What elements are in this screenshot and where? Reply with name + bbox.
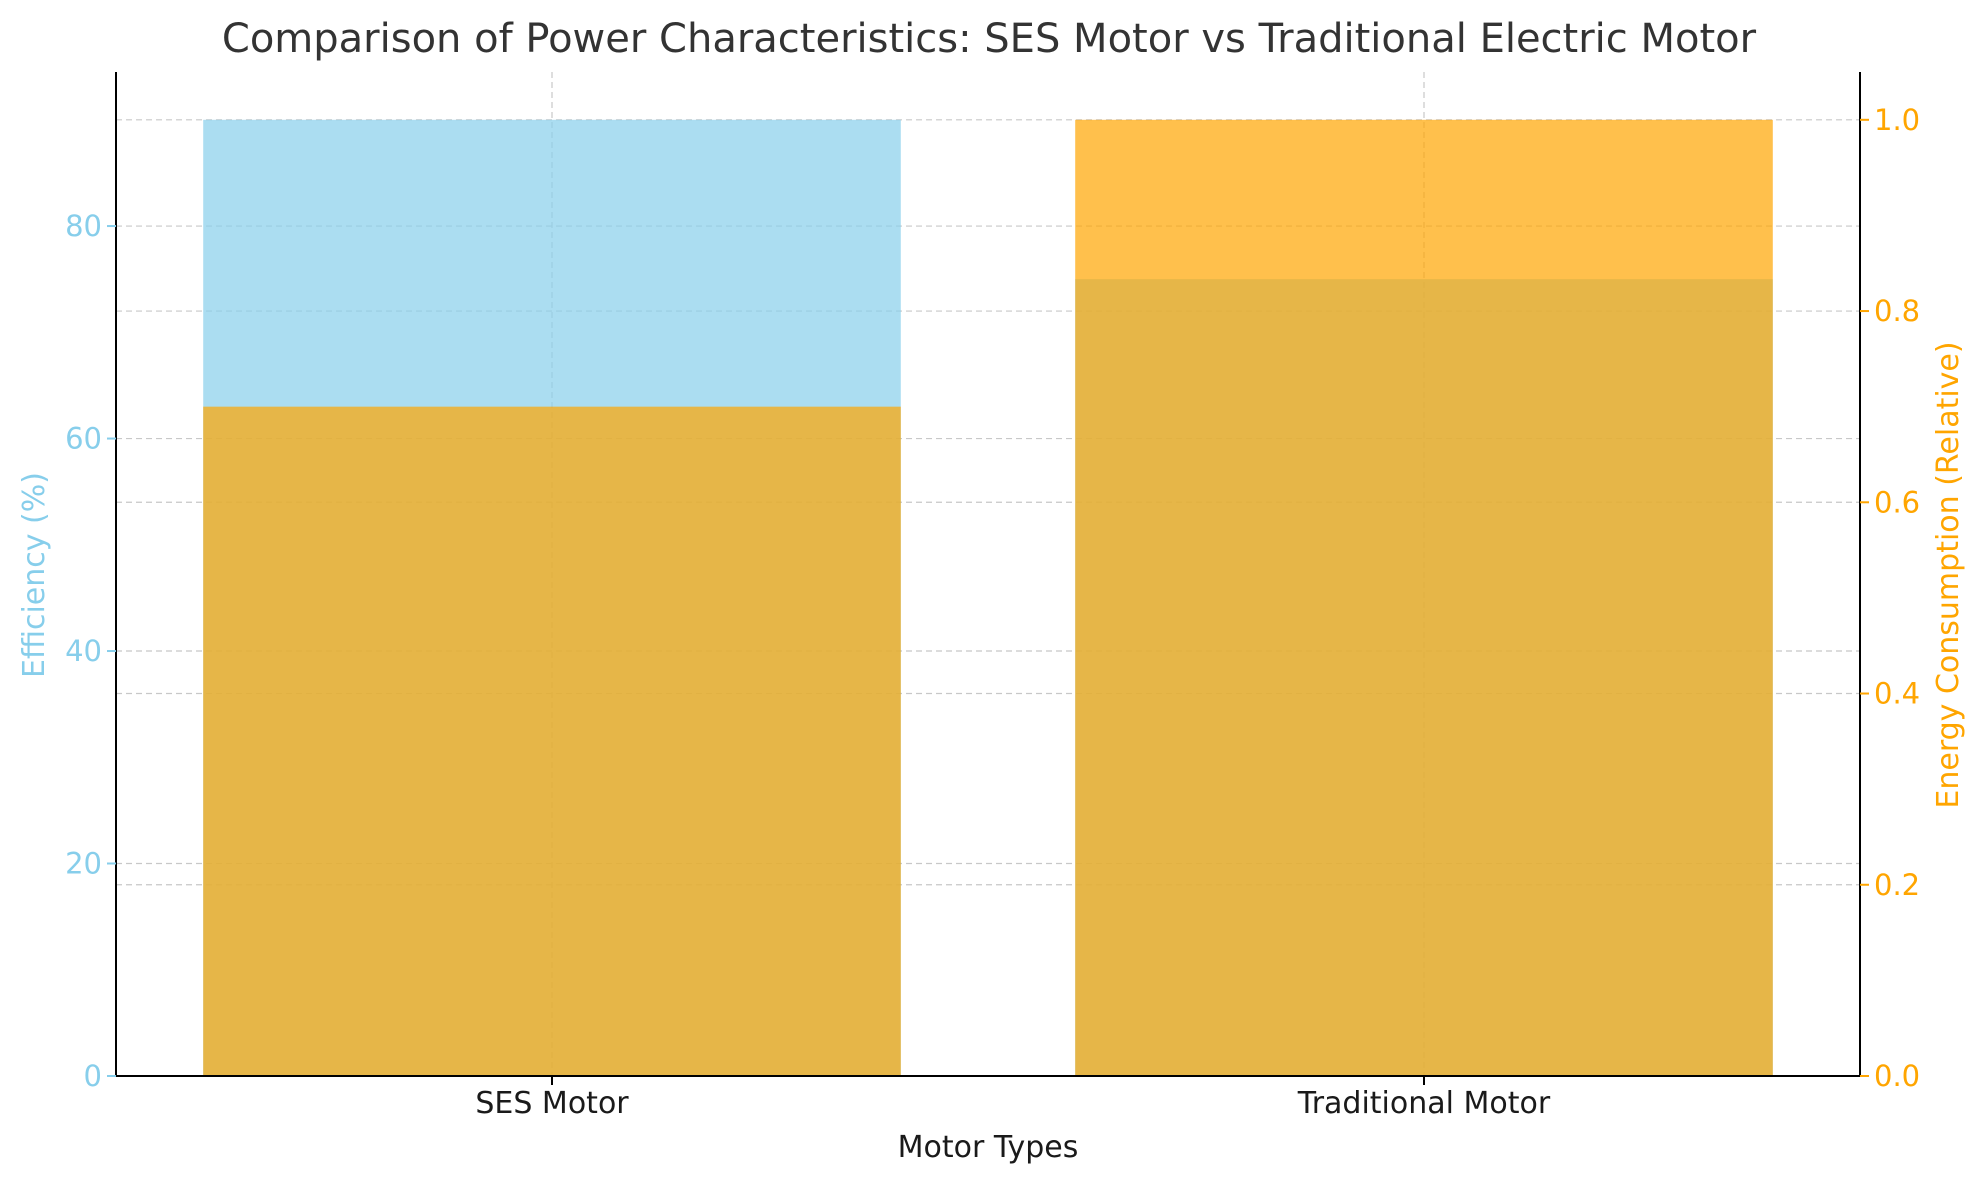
- left-tick-label-2: 40: [65, 634, 102, 668]
- x-tick-label-1: Traditional Motor: [1297, 1086, 1551, 1121]
- right-tick-label-1: 0.2: [1874, 868, 1920, 902]
- left-axis-ticks: 0 20 40 60 80: [65, 209, 116, 1093]
- left-tick-label-0: 0: [84, 1059, 102, 1093]
- chart-title: Comparison of Power Characteristics: SES…: [222, 16, 1757, 62]
- right-axis-label: Energy Consumption (Relative): [1931, 341, 1966, 808]
- right-tick-label-4: 0.8: [1874, 294, 1920, 328]
- bar-right-0: [203, 406, 901, 1077]
- x-tick-label-0: SES Motor: [475, 1086, 629, 1121]
- left-tick-label-3: 60: [65, 422, 102, 456]
- x-axis-ticks: SES Motor Traditional Motor: [475, 1076, 1551, 1121]
- right-tick-label-3: 0.6: [1874, 485, 1920, 519]
- x-axis-label: Motor Types: [898, 1130, 1079, 1165]
- left-tick-label-4: 80: [65, 209, 102, 243]
- right-tick-label-0: 0.0: [1874, 1059, 1920, 1093]
- right-axis-ticks: 0.0 0.2 0.4 0.6 0.8 1.0: [1860, 103, 1920, 1093]
- bars: [203, 119, 1773, 1077]
- axes: [115, 72, 1861, 1077]
- right-tick-label-2: 0.4: [1874, 677, 1920, 711]
- left-tick-label-1: 20: [65, 847, 102, 881]
- left-axis-label: Efficiency (%): [17, 472, 52, 678]
- bar-right-1: [1075, 119, 1773, 1077]
- right-tick-label-5: 1.0: [1874, 103, 1920, 137]
